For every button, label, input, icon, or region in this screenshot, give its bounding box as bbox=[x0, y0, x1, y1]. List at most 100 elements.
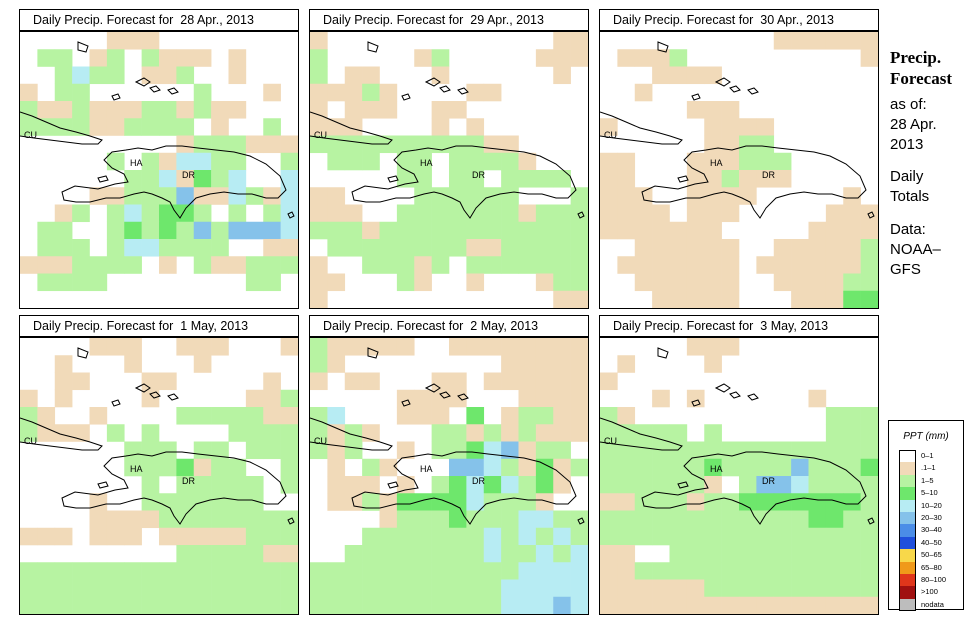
precip-cell bbox=[501, 510, 519, 529]
precip-cell bbox=[501, 221, 519, 240]
precip-cell bbox=[843, 407, 861, 425]
precip-cell bbox=[449, 152, 467, 171]
precip-cell bbox=[860, 579, 878, 598]
precip-cell bbox=[379, 458, 398, 477]
precip-cell bbox=[327, 187, 346, 205]
map-canvas: CU HA DR bbox=[20, 338, 298, 614]
precip-cell bbox=[721, 545, 740, 563]
precip-cell bbox=[553, 596, 571, 614]
precip-cell bbox=[704, 476, 722, 494]
precip-cell bbox=[843, 579, 861, 598]
precip-cell bbox=[721, 290, 740, 308]
precip-cell bbox=[501, 458, 519, 477]
legend-swatch bbox=[899, 511, 916, 525]
precip-cell bbox=[20, 389, 38, 408]
country-label: HA bbox=[710, 464, 723, 474]
precip-cell bbox=[362, 545, 380, 563]
coastline bbox=[577, 211, 585, 219]
precip-cell bbox=[379, 579, 398, 598]
precip-cell bbox=[379, 562, 398, 580]
precip-cell bbox=[652, 458, 670, 477]
precip-cell bbox=[310, 221, 328, 240]
precip-cell bbox=[825, 239, 844, 257]
precip-cell bbox=[704, 562, 722, 580]
precip-cell bbox=[193, 441, 212, 460]
precip-cell bbox=[141, 458, 160, 477]
precip-cell bbox=[535, 256, 554, 274]
precip-cell bbox=[739, 170, 757, 188]
precip-cell bbox=[449, 458, 467, 477]
coastline bbox=[714, 77, 731, 87]
precip-cell bbox=[89, 101, 108, 119]
precip-cell bbox=[773, 510, 792, 529]
precip-cell bbox=[843, 545, 861, 563]
coastline bbox=[310, 417, 393, 451]
precip-cell bbox=[431, 510, 450, 529]
precip-cell bbox=[449, 221, 467, 240]
asof-label: as of: bbox=[890, 96, 927, 113]
precip-cell bbox=[379, 239, 398, 257]
coastline bbox=[351, 451, 577, 525]
precip-cell bbox=[466, 493, 485, 511]
precip-cell bbox=[825, 424, 844, 442]
precip-cell bbox=[106, 338, 125, 356]
precip-cell bbox=[37, 527, 56, 546]
precip-cell bbox=[211, 239, 229, 257]
precip-cell bbox=[263, 579, 281, 598]
precip-cell bbox=[518, 372, 537, 391]
country-label: DR bbox=[762, 476, 775, 486]
precip-cell bbox=[686, 441, 705, 460]
precip-cell bbox=[808, 221, 827, 240]
precip-cell bbox=[466, 458, 485, 477]
precip-cell bbox=[54, 424, 73, 442]
precip-cell bbox=[466, 118, 485, 136]
precip-cell bbox=[704, 355, 722, 373]
precip-cell bbox=[124, 355, 142, 373]
precip-cell bbox=[553, 441, 571, 460]
precip-cell bbox=[669, 579, 688, 598]
precip-cell bbox=[860, 527, 878, 546]
precip-cell bbox=[721, 101, 740, 119]
precip-cell bbox=[535, 476, 554, 494]
coastline bbox=[600, 111, 683, 145]
precip-cell bbox=[141, 441, 160, 460]
precip-cell bbox=[245, 407, 264, 425]
coastline bbox=[641, 451, 867, 525]
precip-cell bbox=[54, 118, 73, 136]
precip-cell bbox=[20, 101, 38, 119]
precip-cell bbox=[159, 562, 177, 580]
precip-cell bbox=[141, 187, 160, 205]
precip-cell bbox=[396, 407, 415, 425]
precip-cell bbox=[669, 545, 688, 563]
precip-cell bbox=[518, 389, 537, 408]
precip-cell bbox=[669, 493, 688, 511]
precip-cell bbox=[466, 239, 485, 257]
precip-cell bbox=[634, 424, 653, 442]
precip-cell bbox=[600, 596, 618, 614]
precip-cell bbox=[449, 562, 467, 580]
precip-cell bbox=[518, 562, 537, 580]
precip-cell bbox=[414, 170, 432, 188]
precip-cell bbox=[327, 118, 346, 136]
precip-cell bbox=[379, 527, 398, 546]
precip-cell bbox=[176, 66, 195, 85]
precip-cell bbox=[600, 527, 618, 546]
precip-cell bbox=[600, 562, 618, 580]
precip-cell bbox=[396, 152, 415, 171]
precip-cell bbox=[176, 152, 195, 171]
coastline bbox=[77, 347, 89, 359]
precip-cell bbox=[54, 562, 73, 580]
precip-cell bbox=[501, 424, 519, 442]
precip-cell bbox=[310, 118, 328, 136]
precip-cell bbox=[211, 170, 229, 188]
precip-cell bbox=[431, 204, 450, 223]
precip-cell bbox=[518, 510, 537, 529]
precip-cell bbox=[431, 372, 450, 391]
precip-cell bbox=[501, 372, 519, 391]
precip-cell bbox=[245, 545, 264, 563]
precip-cell bbox=[617, 204, 636, 223]
precip-cell bbox=[843, 239, 861, 257]
precip-cell bbox=[535, 170, 554, 188]
precip-cell bbox=[739, 510, 757, 529]
precip-cell bbox=[843, 221, 861, 240]
